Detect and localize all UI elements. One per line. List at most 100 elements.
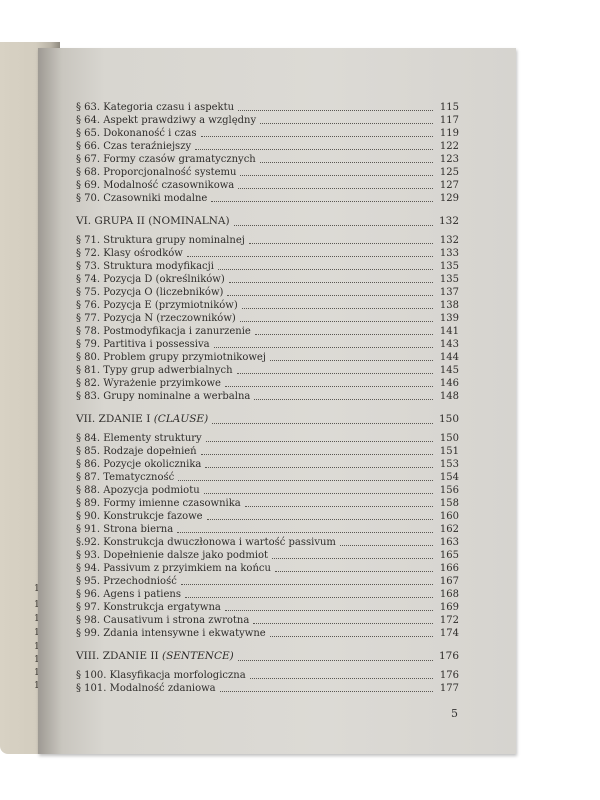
- dot-leader: [228, 282, 433, 283]
- dot-leader: [186, 256, 433, 257]
- dot-leader: [237, 660, 433, 661]
- toc-entry: § 79. Partitiva i possessiva 143: [76, 338, 459, 351]
- toc-page-number: 160: [439, 511, 459, 522]
- toc-entry-title: § 68. Proporcjonalność systemu: [76, 167, 237, 178]
- toc-entry: § 95. Przechodniość 167: [76, 575, 459, 588]
- toc-entry-title: § 85. Rodzaje dopełnień: [76, 446, 197, 457]
- dot-leader: [205, 467, 433, 468]
- toc-entry-title: § 71. Struktura grupy nominalnej: [76, 235, 245, 246]
- toc-entry: § 77. Pozycja N (rzeczowników) 139: [76, 312, 459, 325]
- toc-entry: § 70. Czasowniki modalne 129: [76, 192, 459, 205]
- toc-page-number: 172: [439, 615, 459, 626]
- toc-entry-title: VIII. ZDANIE II: [76, 650, 162, 662]
- toc-page-number: 176: [439, 670, 459, 681]
- toc-page-number: 176: [438, 650, 459, 662]
- toc-entry-title: § 88. Apozycja podmiotu: [76, 485, 200, 496]
- toc-entry-title: § 73. Struktura modyfikacji: [76, 261, 214, 272]
- dot-leader: [206, 519, 433, 520]
- dot-leader: [212, 423, 433, 424]
- dot-leader: [249, 678, 433, 679]
- toc-entry-title: § 97. Konstrukcja ergatywna: [76, 602, 221, 613]
- dot-leader: [217, 269, 433, 270]
- toc-entry: § 68. Proporcjonalność systemu 125: [76, 166, 459, 179]
- dot-leader: [269, 360, 433, 361]
- dot-leader: [205, 441, 433, 442]
- table-of-contents: § 63. Kategoria czasu i aspektu 115 § 64. …: [76, 101, 459, 695]
- toc-chapter: VIII. ZDANIE II (SENTENCE) 176: [76, 650, 459, 664]
- toc-page-number: 165: [439, 550, 459, 561]
- dot-leader: [253, 623, 433, 624]
- toc-entry-title: § 75. Pozycja O (liczebników): [76, 287, 224, 298]
- toc-page-number: 158: [439, 498, 459, 509]
- toc-entry-title: § 100. Klasyfikacja morfologiczna: [76, 670, 246, 681]
- toc-entry-title: § 63. Kategoria czasu i aspektu: [76, 102, 235, 113]
- toc-page-number: 168: [439, 589, 459, 600]
- toc-page-number: 174: [439, 628, 459, 639]
- toc-entry-title: § 69. Modalność czasownikowa: [76, 180, 235, 191]
- toc-page-number: 143: [439, 339, 459, 350]
- toc-entry: § 65. Dokonaność i czas 119: [76, 127, 459, 140]
- toc-entry-title: § 101. Modalność zdaniowa: [76, 683, 216, 694]
- toc-entry: § 82. Wyrażenie przyimkowe 146: [76, 377, 459, 390]
- toc-page-number: 153: [439, 459, 459, 470]
- toc-entry: § 86. Pozycje okolicznika 153: [76, 458, 459, 471]
- dot-leader: [200, 454, 433, 455]
- dot-leader: [254, 334, 433, 335]
- toc-page-number: 150: [438, 413, 459, 425]
- toc-entry: § 71. Struktura grupy nominalnej 132: [76, 234, 459, 247]
- toc-entry: § 85. Rodzaje dopełnień 151: [76, 445, 459, 458]
- dot-leader: [180, 584, 433, 585]
- toc-page-number: 162: [439, 524, 459, 535]
- dot-leader: [238, 110, 433, 111]
- dot-leader: [274, 571, 433, 572]
- toc-entry-title: § 96. Agens i patiens: [76, 589, 181, 600]
- toc-entry-title: VII. ZDANIE I: [76, 413, 154, 425]
- toc-entry-title: § 66. Czas teraźniejszy: [76, 141, 192, 152]
- dot-leader: [211, 201, 433, 202]
- toc-page-number: 145: [439, 365, 459, 376]
- toc-entry-title: § 89. Formy imienne czasownika: [76, 498, 241, 509]
- toc-page-number: 166: [439, 563, 459, 574]
- dot-leader: [339, 545, 433, 546]
- toc-entry-title: § 99. Zdania intensywne i ekwatywne: [76, 628, 266, 639]
- toc-page-number: 141: [439, 326, 459, 337]
- toc-entry: § 83. Grupy nominalne a werbalna 148: [76, 390, 459, 403]
- toc-page-number: 154: [439, 472, 459, 483]
- toc-entry: § 98. Causativum i strona zwrotna 172: [76, 614, 459, 627]
- toc-entry: § 80. Problem grupy przymiotnikowej 144: [76, 351, 459, 364]
- toc-page-number: 129: [439, 193, 459, 204]
- dot-leader: [248, 243, 433, 244]
- dot-leader: [178, 480, 433, 481]
- toc-entry: § 89. Formy imienne czasownika 158: [76, 497, 459, 510]
- toc-chapter-italic: (CLAUSE): [153, 413, 209, 425]
- toc-entry-title: VI. GRUPA II (NOMINALNA): [76, 215, 230, 227]
- toc-entry-title: § 80. Problem grupy przymiotnikowej: [76, 352, 266, 363]
- toc-entry: § 101. Modalność zdaniowa 177: [76, 682, 459, 695]
- toc-entry: § 66. Czas teraźniejszy 122: [76, 140, 459, 153]
- toc-entry: § 73. Struktura modyfikacji 135: [76, 260, 459, 273]
- toc-entry: § 75. Pozycja O (liczebników) 137: [76, 286, 459, 299]
- dot-leader: [227, 295, 433, 296]
- toc-entry: § 81. Typy grup adwerbialnych 145: [76, 364, 459, 377]
- dot-leader: [236, 373, 433, 374]
- toc-page-number: 115: [439, 102, 459, 113]
- toc-entry-title: § 65. Dokonaność i czas: [76, 128, 197, 139]
- toc-entry: § 88. Apozycja podmiotu 156: [76, 484, 459, 497]
- toc-entry-title: § 90. Konstrukcje fazowe: [76, 511, 203, 522]
- toc-chapter: VII. ZDANIE I (CLAUSE) 150: [76, 413, 459, 427]
- toc-page-number: 167: [439, 576, 459, 587]
- toc-entry: § 67. Formy czasów gramatycznych 123: [76, 153, 459, 166]
- toc-page-number: 148: [439, 391, 459, 402]
- page-folio: 5: [451, 707, 458, 720]
- toc-entry: § 96. Agens i patiens 168: [76, 588, 459, 601]
- toc-page-number: 156: [439, 485, 459, 496]
- toc-entry-title: § 81. Typy grup adwerbialnych: [76, 365, 233, 376]
- toc-entry: § 94. Passivum z przyimkiem na końcu 166: [76, 562, 459, 575]
- dot-leader: [254, 399, 433, 400]
- toc-page-number: 177: [439, 683, 459, 694]
- toc-entry: § 74. Pozycja D (określników) 135: [76, 273, 459, 286]
- toc-entry: § 100. Klasyfikacja morfologiczna 176: [76, 669, 459, 682]
- dot-leader: [233, 225, 433, 226]
- toc-entry: § 78. Postmodyfikacja i zanurzenie 141: [76, 325, 459, 338]
- dot-leader: [269, 636, 433, 637]
